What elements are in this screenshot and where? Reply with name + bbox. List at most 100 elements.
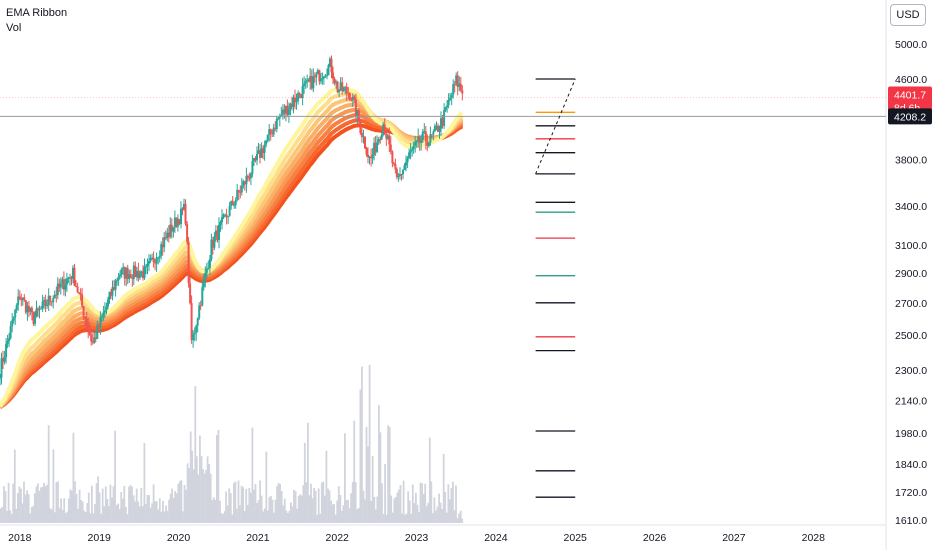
volume-bar — [242, 487, 244, 523]
volume-bar — [416, 504, 419, 523]
volume-bar — [266, 510, 269, 523]
volume-bar — [228, 488, 231, 523]
candle-body — [44, 300, 47, 307]
volume-bar — [239, 505, 241, 523]
candle-body — [412, 145, 415, 150]
currency-button[interactable]: USD — [890, 4, 926, 26]
legend-ema-ribbon[interactable]: EMA Ribbon — [6, 7, 68, 19]
candle-body — [420, 140, 423, 143]
candle-body — [173, 217, 176, 228]
candle-body — [379, 139, 382, 141]
candle-body — [368, 156, 371, 158]
volume-bar — [314, 490, 317, 523]
last-price-value: 4401.7 — [894, 90, 926, 102]
volume-bar — [186, 463, 189, 523]
candle-body — [76, 286, 79, 293]
candle-body — [313, 76, 316, 78]
volume-bar — [233, 483, 235, 523]
volume-bar — [449, 499, 451, 523]
candle-body — [391, 151, 394, 164]
volume-bar — [37, 483, 39, 523]
volume-bar — [342, 505, 345, 523]
volume-bar — [6, 510, 8, 523]
volume-bar — [324, 495, 326, 523]
candle-body — [99, 317, 102, 328]
volume-bar — [33, 493, 36, 523]
candle-body — [330, 58, 333, 73]
candle-body — [132, 265, 135, 280]
candle-body — [32, 312, 35, 324]
candle-body — [43, 300, 46, 302]
time-tick-label: 2024 — [484, 532, 508, 544]
candle-body — [242, 181, 245, 186]
volume-bar — [75, 493, 78, 523]
volume-bar — [97, 476, 99, 523]
candle-body — [268, 129, 271, 135]
volume-bar — [271, 499, 274, 523]
candle-body — [371, 154, 374, 159]
candle-body — [248, 177, 251, 179]
volume-bar — [217, 429, 220, 523]
volume-bar — [192, 469, 195, 523]
candle-body — [108, 291, 111, 300]
candle-body — [195, 325, 198, 333]
legend-volume[interactable]: Vol — [6, 22, 22, 34]
volume-bar — [327, 488, 329, 523]
volume-bar — [274, 499, 277, 523]
volume-bar — [280, 491, 283, 523]
volume-bar — [282, 505, 285, 523]
volume-bar — [362, 490, 365, 523]
candle-body — [138, 273, 141, 278]
candle-body — [117, 276, 120, 281]
volume-bar — [330, 500, 332, 523]
candle-body — [107, 299, 109, 307]
volume-bar — [121, 498, 124, 523]
candle-body — [228, 206, 231, 217]
candle-body — [183, 203, 185, 211]
volume-bar — [356, 509, 359, 523]
candle-body — [324, 75, 327, 77]
candle-body — [411, 149, 414, 151]
candle-body — [233, 204, 236, 206]
candle-body — [275, 118, 278, 129]
volume-bar — [268, 497, 271, 523]
ema-ribbon-line-1 — [0, 123, 464, 410]
candle-body — [294, 97, 296, 103]
candle-body — [27, 305, 30, 312]
volume-bar — [145, 503, 147, 523]
candle-body — [161, 244, 164, 248]
price-tick-label: 3400.0 — [895, 201, 927, 213]
candle-body — [155, 257, 158, 264]
candle-body — [281, 109, 284, 115]
candle-body — [163, 237, 166, 248]
volume-bar — [441, 509, 443, 523]
volume-bar — [185, 489, 187, 523]
candle-body — [65, 278, 68, 285]
volume-bar — [115, 505, 118, 523]
volume-bar — [297, 495, 300, 523]
candle-body — [214, 230, 217, 237]
candle-body — [386, 135, 389, 139]
time-tick-label: 2020 — [167, 532, 191, 544]
candle-body — [447, 99, 450, 106]
volume-bar — [347, 499, 349, 523]
volume-bar — [137, 501, 140, 523]
volume-bar — [245, 488, 248, 523]
candle-body — [126, 268, 129, 279]
candle-body — [142, 271, 144, 279]
candle-body — [456, 75, 459, 87]
volume-bar — [404, 514, 406, 523]
trend-dashed-line[interactable] — [535, 78, 576, 175]
candle-body — [243, 181, 246, 185]
candle-body — [5, 343, 8, 358]
volume-bar — [418, 512, 420, 523]
volume-bar — [172, 497, 175, 523]
candle-body — [430, 134, 433, 136]
volume-bar — [108, 506, 110, 523]
candle-body — [319, 78, 322, 82]
candle-body — [34, 316, 36, 324]
candle-body — [260, 148, 263, 158]
volume-bar — [455, 485, 457, 523]
candle-body — [307, 79, 310, 82]
